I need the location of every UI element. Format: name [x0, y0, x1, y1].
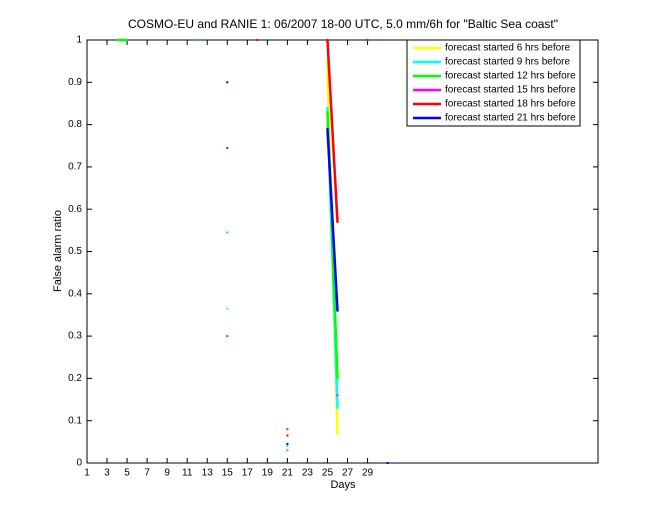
- point-marker: [366, 39, 369, 41]
- point-marker: [326, 127, 329, 130]
- point-marker: [226, 307, 229, 310]
- chart-title: COSMO-EU and RANIE 1: 06/2007 18-00 UTC,…: [128, 17, 558, 31]
- y-tick-label: 0.4: [68, 288, 82, 299]
- y-tick-label: 0: [76, 458, 82, 469]
- point-marker: [226, 231, 229, 234]
- legend-label: forecast started 12 hrs before: [445, 71, 576, 82]
- legend-box: [406, 39, 581, 127]
- point-marker: [336, 220, 339, 223]
- point-marker: [226, 146, 229, 149]
- x-tick-label: 1: [84, 468, 90, 479]
- y-tick-label: 0.3: [68, 331, 82, 342]
- point-marker: [226, 81, 229, 84]
- x-tick-label: 5: [124, 468, 130, 479]
- x-axis-label: Days: [330, 479, 356, 491]
- point-marker: [336, 377, 339, 380]
- x-tick-label: 17: [242, 468, 254, 479]
- y-tick-label: 0.6: [68, 204, 82, 215]
- y-tick-label: 0.1: [68, 415, 82, 426]
- y-tick-label: 0.8: [68, 119, 82, 130]
- series-line: [117, 38, 339, 379]
- x-tick-label: 19: [262, 468, 274, 479]
- y-tick-label: 0.2: [68, 373, 82, 384]
- legend-label: forecast started 15 hrs before: [445, 85, 576, 96]
- point-marker: [326, 106, 329, 109]
- y-axis-label: False alarm ratio: [52, 210, 64, 292]
- point-marker: [386, 462, 389, 464]
- legend-label: forecast started 9 hrs before: [445, 57, 571, 68]
- point-marker: [256, 39, 259, 41]
- x-tick-label: 15: [222, 468, 234, 479]
- point-marker: [336, 407, 339, 410]
- x-tick-label: 13: [202, 468, 214, 479]
- point-marker: [326, 110, 329, 113]
- point-marker: [336, 309, 339, 312]
- legend-label: forecast started 18 hrs before: [445, 99, 576, 110]
- y-tick-label: 0.9: [68, 77, 82, 88]
- x-tick-label: 29: [362, 468, 374, 479]
- legend-label: forecast started 6 hrs before: [445, 43, 571, 54]
- x-tick-label: 3: [104, 468, 110, 479]
- x-tick-label: 21: [282, 468, 294, 479]
- point-marker: [286, 428, 289, 431]
- y-tick-label: 0.5: [68, 246, 82, 257]
- point-marker: [226, 335, 229, 338]
- point-marker: [286, 445, 289, 448]
- y-tick-label: 0.7: [68, 162, 82, 173]
- point-marker: [326, 60, 329, 63]
- point-marker: [196, 39, 199, 41]
- x-tick-label: 11: [182, 468, 193, 479]
- x-tick-label: 27: [342, 468, 354, 479]
- point-marker: [286, 442, 289, 445]
- x-tick-label: 25: [322, 468, 334, 479]
- point-marker: [116, 39, 119, 41]
- point-marker: [336, 432, 339, 435]
- point-marker: [336, 394, 339, 397]
- x-tick-label: 9: [164, 468, 170, 479]
- legend-label: forecast started 21 hrs before: [445, 113, 576, 124]
- x-tick-label: 23: [302, 468, 314, 479]
- x-tick-label: 7: [144, 468, 150, 479]
- y-tick-label: 1: [76, 35, 82, 46]
- point-marker: [326, 39, 329, 41]
- legend: forecast started 6 hrs before forecast st…: [406, 39, 581, 127]
- point-marker: [286, 449, 289, 452]
- point-marker: [126, 39, 129, 41]
- point-marker: [286, 434, 289, 437]
